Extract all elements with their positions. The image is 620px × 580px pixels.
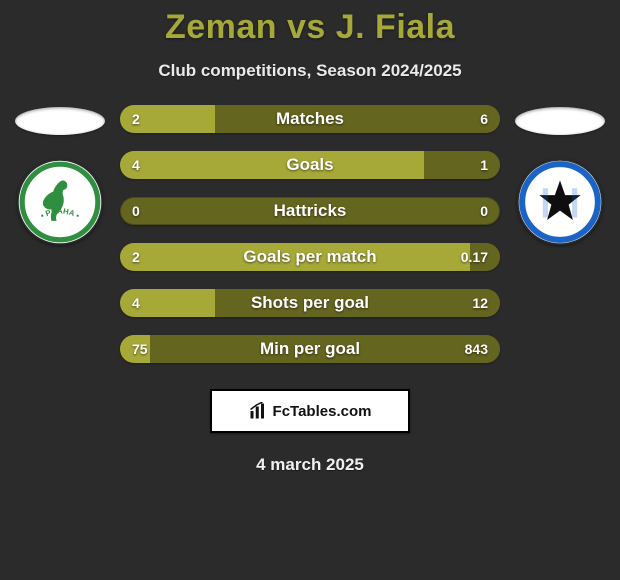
comparison-panel: • PRAHA • 26Matches41Goals00Hattricks20.… bbox=[0, 105, 620, 363]
right-fill bbox=[150, 335, 500, 363]
chart-icon bbox=[249, 402, 267, 420]
left-value: 4 bbox=[132, 151, 140, 179]
stat-label: Hattricks bbox=[120, 197, 500, 225]
right-value: 0.17 bbox=[461, 243, 488, 271]
left-oval-decor bbox=[15, 107, 105, 135]
right-team-side bbox=[510, 105, 610, 245]
stat-bar: 0 0Hattricks bbox=[120, 197, 500, 225]
right-fill bbox=[215, 289, 500, 317]
right-value: 0 bbox=[480, 197, 488, 225]
left-value: 75 bbox=[132, 335, 148, 363]
stat-bar: 412Shots per goal bbox=[120, 289, 500, 317]
right-fill bbox=[424, 151, 500, 179]
stat-bar: 26Matches bbox=[120, 105, 500, 133]
footer-banner: FcTables.com bbox=[210, 389, 410, 433]
left-value: 4 bbox=[132, 289, 140, 317]
page-title: Zeman vs J. Fiala bbox=[0, 8, 620, 47]
footer-site-label: FcTables.com bbox=[273, 403, 372, 420]
right-value: 843 bbox=[465, 335, 488, 363]
left-value: 0 bbox=[132, 197, 140, 225]
right-value: 1 bbox=[480, 151, 488, 179]
right-fill bbox=[215, 105, 500, 133]
stat-bar: 20.17Goals per match bbox=[120, 243, 500, 271]
stat-bar: 75843Min per goal bbox=[120, 335, 500, 363]
left-fill bbox=[120, 243, 470, 271]
right-value: 6 bbox=[480, 105, 488, 133]
left-fill bbox=[120, 151, 424, 179]
left-value: 2 bbox=[132, 105, 140, 133]
right-oval-decor bbox=[515, 107, 605, 135]
left-team-badge: • PRAHA • bbox=[17, 159, 103, 245]
left-team-side: • PRAHA • bbox=[10, 105, 110, 245]
stat-bars: 26Matches41Goals00Hattricks20.17Goals pe… bbox=[120, 105, 500, 363]
stat-bar: 41Goals bbox=[120, 151, 500, 179]
date-label: 4 march 2025 bbox=[0, 455, 620, 475]
subtitle: Club competitions, Season 2024/2025 bbox=[0, 61, 620, 81]
right-team-badge bbox=[517, 159, 603, 245]
left-value: 2 bbox=[132, 243, 140, 271]
right-value: 12 bbox=[472, 289, 488, 317]
